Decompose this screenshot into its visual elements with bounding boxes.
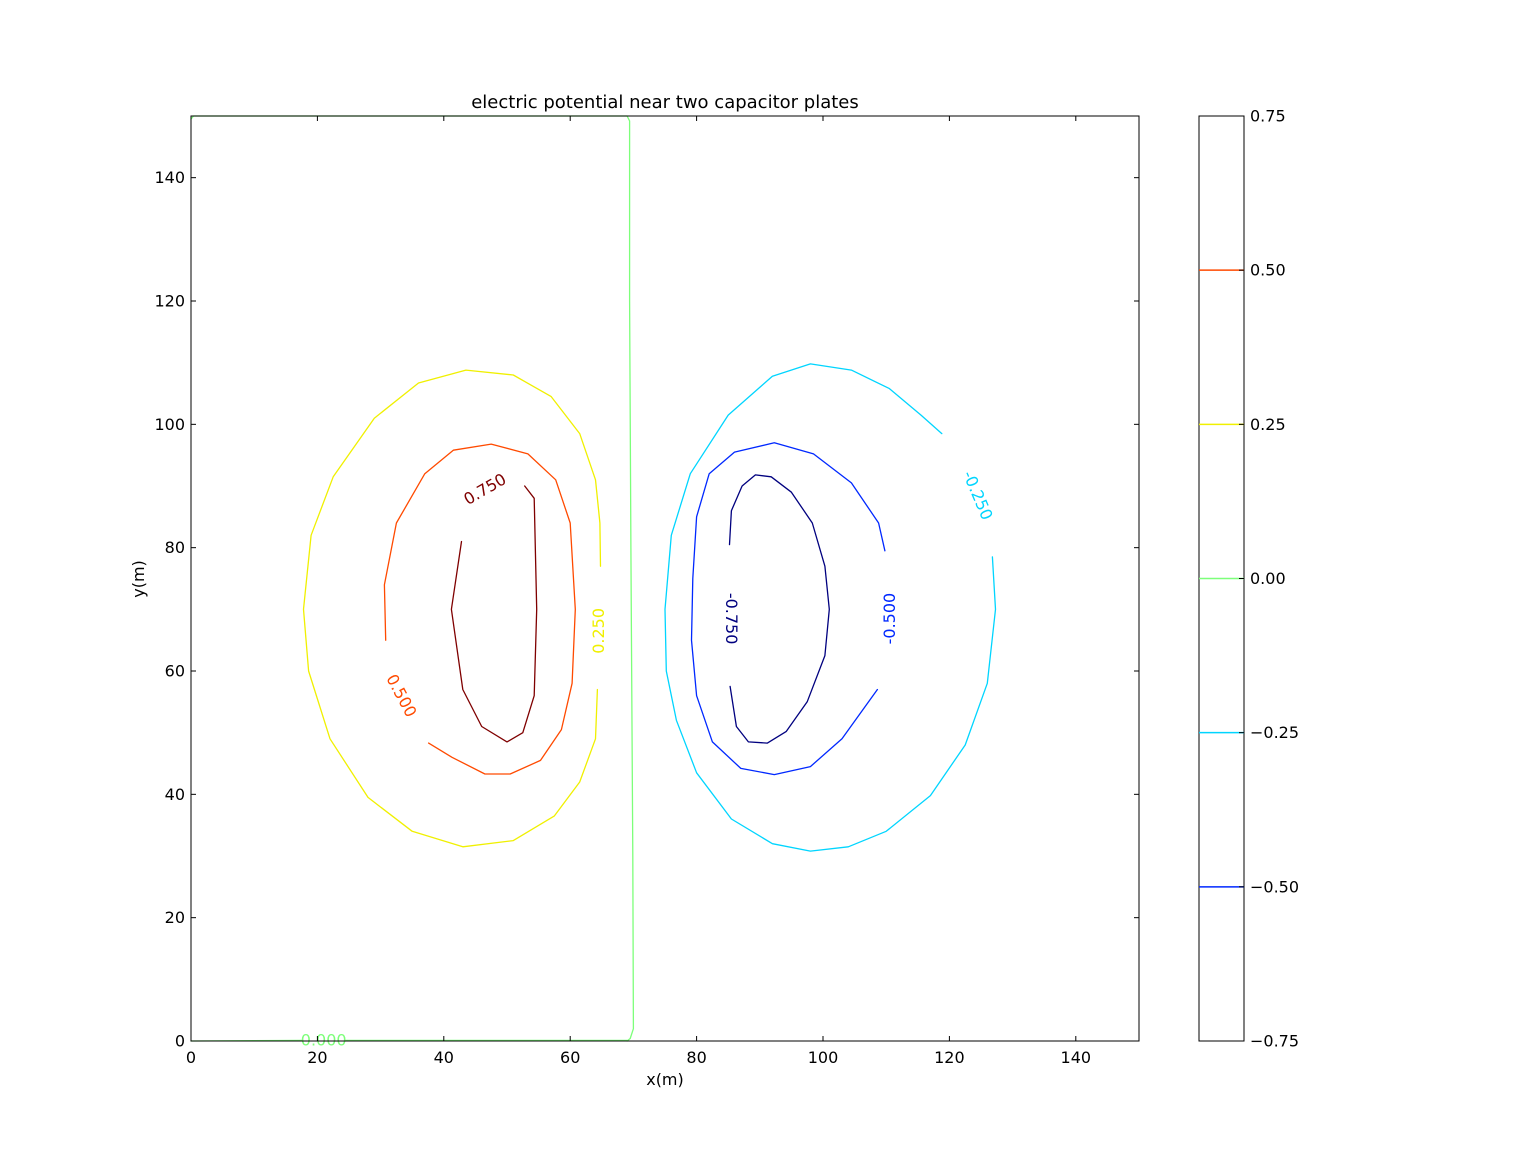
x-tick-label: 20 <box>307 1048 327 1067</box>
x-tick-label: 0 <box>186 1048 196 1067</box>
colorbar: 0.75 0.50 0.25 0.00 −0.25 −0.50 −0.75 <box>1198 107 1299 1051</box>
colorbar-tick-label: 0.25 <box>1250 415 1286 434</box>
contour-line <box>728 474 830 744</box>
y-tick-label: 80 <box>165 538 185 557</box>
y-axis: 0 20 40 60 80 100 120 140 <box>154 168 1139 1051</box>
contour-line <box>383 443 576 775</box>
y-tick-label: 140 <box>154 168 185 187</box>
contour-line <box>450 485 538 743</box>
colorbar-tick-label: 0.75 <box>1250 107 1286 126</box>
x-tick-label: 120 <box>934 1048 965 1067</box>
x-tick-label: 140 <box>1061 1048 1092 1067</box>
contour-line <box>664 363 997 852</box>
contour-label: 0.250 <box>589 608 608 654</box>
colorbar-tick-label: −0.50 <box>1250 877 1299 896</box>
x-axis: 0 20 40 60 80 100 120 140 <box>186 116 1091 1067</box>
x-tick-label: 60 <box>560 1048 580 1067</box>
colorbar-tick-label: 0.00 <box>1250 569 1286 588</box>
x-tick-label: 40 <box>434 1048 454 1067</box>
x-axis-label: x(m) <box>646 1070 684 1089</box>
y-tick-label: 20 <box>165 908 185 927</box>
y-tick-label: 60 <box>165 662 185 681</box>
y-tick-label: 0 <box>175 1032 185 1051</box>
x-tick-label: 80 <box>686 1048 706 1067</box>
contour-line <box>302 369 602 848</box>
contour-label: 0.000 <box>301 1030 347 1049</box>
colorbar-tick-label: −0.25 <box>1250 723 1299 742</box>
colorbar-tick-label: −0.75 <box>1250 1032 1299 1051</box>
y-axis-label: y(m) <box>129 560 148 598</box>
contour-line <box>690 442 886 776</box>
y-tick-label: 40 <box>165 785 185 804</box>
contour-label: -0.750 <box>722 593 741 645</box>
contour-label: -0.500 <box>880 593 899 645</box>
chart-title: electric potential near two capacitor pl… <box>471 92 859 113</box>
plot-area-frame <box>190 115 1140 1042</box>
y-tick-label: 120 <box>154 292 185 311</box>
colorbar-tick-label: 0.50 <box>1250 261 1286 280</box>
y-tick-label: 100 <box>154 415 185 434</box>
x-tick-label: 100 <box>808 1048 839 1067</box>
